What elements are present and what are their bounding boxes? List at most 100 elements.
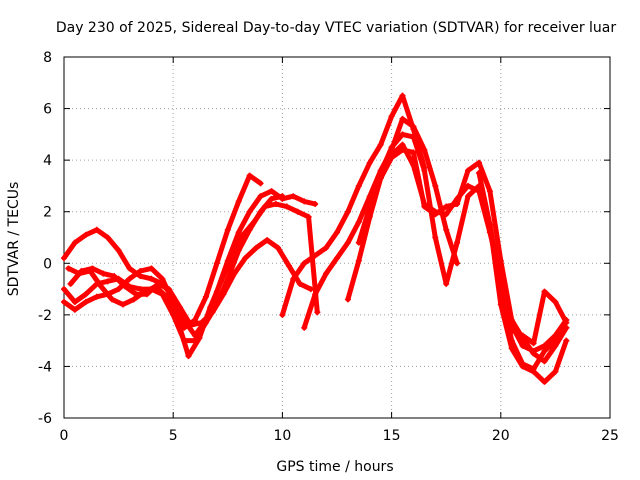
data-point [137, 273, 144, 280]
data-point [109, 296, 116, 303]
data-point [563, 319, 570, 326]
data-point [399, 141, 406, 148]
data-point [257, 193, 264, 200]
data-point [290, 193, 297, 200]
data-point [115, 247, 122, 254]
data-point [104, 278, 111, 285]
data-point [301, 198, 308, 205]
data-point [312, 200, 319, 207]
data-point [87, 268, 94, 275]
data-point [355, 239, 362, 246]
data-point [541, 358, 548, 365]
data-point [334, 255, 340, 262]
series-line [356, 147, 569, 364]
data-point [323, 244, 330, 251]
data-point [220, 291, 227, 298]
y-tick-label: 2 [43, 205, 52, 221]
data-point [279, 311, 286, 318]
data-point [366, 195, 373, 202]
data-point [497, 257, 504, 264]
data-point [229, 252, 236, 259]
y-tick-label: 6 [43, 102, 52, 118]
data-point [122, 283, 129, 290]
data-point [93, 293, 100, 300]
data-point [141, 288, 148, 295]
data-point [530, 340, 537, 347]
data-point [294, 208, 301, 215]
data-point [312, 252, 319, 259]
data-point [104, 234, 111, 241]
data-point [563, 337, 570, 344]
data-point [268, 195, 275, 202]
data-point [296, 280, 303, 287]
data-point [388, 144, 395, 151]
x-axis-label: GPS time / hours [276, 459, 393, 475]
data-point [246, 172, 253, 179]
data-point [257, 180, 264, 187]
data-point [377, 141, 384, 148]
data-point [61, 286, 67, 293]
data-point [465, 193, 472, 200]
data-point [165, 286, 172, 293]
data-point [268, 188, 275, 195]
series-track-9 [355, 146, 570, 365]
plot-frame [63, 56, 611, 419]
data-point [344, 208, 351, 215]
data-point [130, 296, 137, 303]
data-point [251, 219, 258, 226]
data-point [312, 291, 319, 298]
data-point [148, 265, 155, 272]
data-point [176, 304, 183, 311]
data-point [366, 203, 373, 210]
data-point [98, 283, 105, 290]
x-tick-label: 10 [273, 428, 291, 444]
data-point [497, 301, 504, 308]
series-line [279, 93, 427, 318]
data-point [519, 332, 526, 339]
data-point [541, 378, 548, 385]
data-point [465, 182, 472, 189]
data-point [399, 146, 406, 153]
data-point [119, 301, 126, 308]
data-point [71, 298, 78, 305]
data-point [283, 203, 290, 210]
data-series [61, 92, 570, 385]
data-point [115, 286, 122, 293]
data-point [253, 244, 260, 251]
data-point [159, 275, 166, 282]
data-point [126, 275, 133, 282]
data-point [432, 182, 439, 189]
data-point [366, 159, 373, 166]
data-point [261, 203, 268, 210]
series-line [509, 289, 569, 346]
axis-ticks [63, 56, 611, 419]
data-point [410, 133, 417, 140]
data-point [454, 260, 461, 267]
data-point [388, 113, 395, 120]
data-point [240, 231, 247, 238]
data-point [508, 345, 515, 352]
series-track-2 [61, 188, 319, 339]
series-track-6 [279, 92, 428, 318]
data-point [421, 146, 428, 153]
data-point [465, 167, 472, 174]
y-axis-label: SDTVAR / TECUs [6, 182, 22, 297]
data-point [82, 298, 89, 305]
data-point [71, 306, 78, 313]
data-point [218, 278, 225, 285]
x-tick-label: 25 [601, 428, 619, 444]
data-point [82, 291, 89, 298]
data-point [67, 280, 74, 287]
data-point [137, 286, 144, 293]
y-tick-label: -6 [38, 411, 52, 427]
y-tick-label: 4 [43, 153, 52, 169]
data-point [100, 270, 107, 277]
data-point [301, 324, 308, 331]
data-point [187, 322, 194, 329]
data-point [148, 275, 155, 282]
series-track-12 [508, 288, 570, 347]
data-point [508, 327, 515, 334]
data-point [111, 273, 118, 280]
data-point [563, 324, 570, 331]
